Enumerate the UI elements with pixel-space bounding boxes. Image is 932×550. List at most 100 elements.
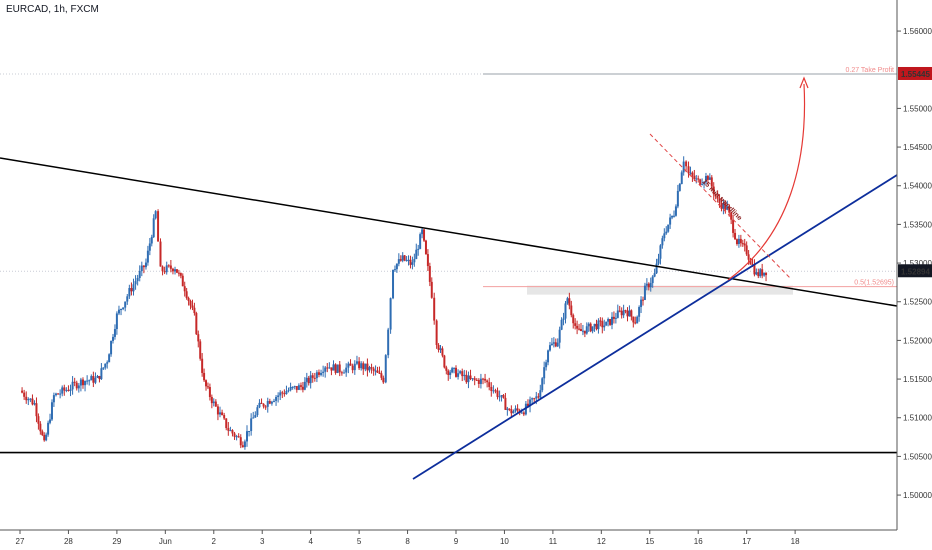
candle-body [645,283,648,286]
candle-body [235,436,238,438]
candle-body [405,260,408,262]
candle-body [659,245,662,259]
candle-body [526,403,529,407]
time-tick-label: 28 [64,537,73,546]
candle-body [724,203,727,210]
candle-body [122,307,125,310]
candle-body [630,310,633,317]
candle-body [430,281,433,298]
candle-body [295,386,298,390]
candle-body [601,321,604,328]
drawings: 15 min trendline [0,76,898,480]
candle-body [706,176,709,180]
candle-body [231,430,234,434]
candle-body [572,315,575,324]
current-price-badge-text: 1.52894 [901,267,930,276]
candle-body [63,387,66,391]
candle-body [65,389,68,391]
target-price-badge-text: 1.55445 [901,70,930,79]
candle-body [45,434,48,441]
candle-body [81,379,84,386]
candle-body [435,320,438,346]
candle-body [305,377,308,382]
candle-body [506,408,509,410]
candle-body [753,264,756,275]
candle-body [687,166,690,174]
candle-body [210,396,213,404]
candle-body [574,323,577,326]
candle-body [500,395,503,397]
candle-body [43,435,46,441]
current-price-badge-box [898,264,932,278]
candle-body [685,161,688,167]
candle-body [320,372,323,375]
candle-body [233,433,236,437]
candle-body [262,403,265,407]
candle-body [514,408,517,412]
candle-body [484,378,487,381]
candle-body [680,172,683,184]
candle-body [21,390,24,393]
candle-body [330,367,333,371]
candle-body [552,342,555,344]
price-tick-label: 1.56000 [903,27,932,36]
candle-body [547,350,550,363]
candle-body [620,310,623,316]
candle-body [301,386,304,390]
candle-body [578,328,581,330]
candle-body [471,378,474,380]
candle-body [57,393,60,395]
candle-body [108,354,111,363]
price-tick-label: 1.54500 [903,143,932,152]
time-tick-label: 29 [112,537,121,546]
candle-body [589,323,592,332]
time-tick-label: 11 [549,537,558,546]
candle-body [124,301,127,308]
candle-body [583,330,586,334]
candle-body [556,342,559,347]
candle-body [741,243,744,245]
candle-body [737,238,740,245]
candle-body [287,390,290,392]
candle-body [134,281,137,285]
candle-body [214,401,217,407]
candle-body [554,342,557,347]
candle-body [254,415,257,418]
candle-body [140,265,143,272]
candle-body [564,303,567,319]
candle-body [451,368,454,373]
candle-body [334,364,337,373]
candle-body [417,248,420,250]
candle-body [382,377,385,383]
candle-body [445,367,448,371]
candle-body [543,367,546,379]
candles [21,156,768,450]
candle-body [585,326,588,334]
candle-body [735,239,738,245]
candle-body [636,316,639,324]
candle-body [179,273,182,276]
candle-body [433,297,436,321]
candle-body [732,219,735,233]
candle-body [676,190,679,207]
candle-body [193,307,196,314]
time-tick-label: 12 [597,537,606,546]
candle-body [138,271,141,278]
candle-body [67,389,70,391]
candle-body [307,377,310,384]
candle-body [691,172,694,176]
time-tick-label: 8 [405,537,410,546]
candle-body [496,390,499,397]
candle-body [191,305,194,308]
candle-body [533,398,536,400]
candle-body [326,367,329,369]
candle-body [441,348,444,356]
candle-body [634,322,637,324]
candle-body [258,402,261,408]
candle-body [165,265,168,273]
candle-body [332,364,335,371]
candle-body [695,178,698,180]
candle-body [94,377,97,383]
candle-body [531,398,534,400]
